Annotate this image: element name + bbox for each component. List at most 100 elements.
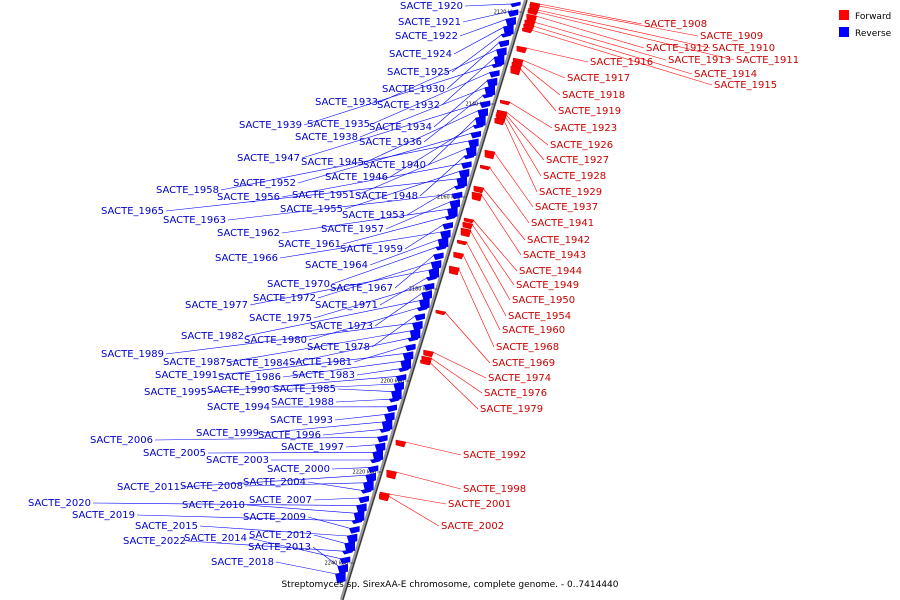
reverse-gene-feature[interactable] xyxy=(341,548,353,555)
reverse-gene-feature[interactable] xyxy=(435,244,446,251)
reverse-gene-label[interactable]: SACTE_1948 xyxy=(355,191,418,202)
reverse-gene-label[interactable]: SACTE_1988 xyxy=(271,397,334,408)
forward-gene-label[interactable]: SACTE_1949 xyxy=(516,280,579,291)
reverse-gene-feature[interactable] xyxy=(369,457,381,464)
reverse-gene-feature[interactable] xyxy=(358,495,369,504)
forward-gene-label[interactable]: SACTE_1969 xyxy=(492,358,555,369)
reverse-gene-feature[interactable] xyxy=(507,9,519,17)
forward-gene-feature[interactable] xyxy=(484,149,496,160)
reverse-gene-label[interactable]: SACTE_2014 xyxy=(184,533,247,544)
forward-gene-feature[interactable] xyxy=(379,493,390,502)
forward-gene-label[interactable]: SACTE_2001 xyxy=(448,499,511,510)
forward-gene-feature[interactable] xyxy=(500,99,511,106)
reverse-gene-label[interactable]: SACTE_1938 xyxy=(295,132,358,143)
forward-gene-feature[interactable] xyxy=(423,349,434,358)
reverse-gene-feature[interactable] xyxy=(349,526,360,534)
reverse-gene-label[interactable]: SACTE_1964 xyxy=(305,260,368,271)
reverse-gene-feature[interactable] xyxy=(496,47,507,57)
forward-gene-label[interactable]: SACTE_1913 xyxy=(668,55,731,66)
forward-gene-label[interactable]: SACTE_1937 xyxy=(535,202,598,213)
reverse-gene-feature[interactable] xyxy=(461,161,472,169)
reverse-gene-label[interactable]: SACTE_2019 xyxy=(72,510,135,521)
reverse-gene-label[interactable]: SACTE_1962 xyxy=(217,228,280,239)
reverse-gene-feature[interactable] xyxy=(444,214,456,221)
reverse-gene-label[interactable]: SACTE_1961 xyxy=(278,239,341,250)
reverse-gene-feature[interactable] xyxy=(463,153,474,160)
reverse-gene-label[interactable]: SACTE_2003 xyxy=(206,455,269,466)
reverse-gene-label[interactable]: SACTE_1984 xyxy=(226,358,289,369)
reverse-gene-label[interactable]: SACTE_1936 xyxy=(359,137,422,148)
forward-gene-feature[interactable] xyxy=(516,45,528,54)
reverse-gene-label[interactable]: SACTE_1980 xyxy=(244,335,307,346)
reverse-gene-label[interactable]: SACTE_2000 xyxy=(267,464,330,475)
reverse-gene-feature[interactable] xyxy=(505,16,516,27)
reverse-gene-label[interactable]: SACTE_1956 xyxy=(217,192,280,203)
reverse-gene-feature[interactable] xyxy=(360,488,372,494)
reverse-gene-feature[interactable] xyxy=(425,275,437,281)
reverse-gene-feature[interactable] xyxy=(356,503,367,513)
reverse-gene-feature[interactable] xyxy=(351,518,362,525)
forward-gene-label[interactable]: SACTE_1917 xyxy=(567,73,630,84)
reverse-gene-feature[interactable] xyxy=(386,404,397,413)
forward-gene-label[interactable]: SACTE_1910 xyxy=(712,43,775,54)
reverse-gene-feature[interactable] xyxy=(479,100,491,109)
reverse-gene-feature[interactable] xyxy=(335,571,346,584)
forward-gene-feature[interactable] xyxy=(473,185,485,194)
forward-gene-label[interactable]: SACTE_1915 xyxy=(714,80,777,91)
reverse-gene-label[interactable]: SACTE_1983 xyxy=(292,370,355,381)
reverse-gene-feature[interactable] xyxy=(377,434,388,443)
forward-gene-feature[interactable] xyxy=(527,9,539,16)
reverse-gene-label[interactable]: SACTE_1921 xyxy=(398,17,461,28)
forward-gene-feature[interactable] xyxy=(435,309,447,316)
reverse-gene-label[interactable]: SACTE_1939 xyxy=(239,120,302,131)
forward-gene-feature[interactable] xyxy=(462,221,474,230)
reverse-gene-label[interactable]: SACTE_1986 xyxy=(218,372,281,383)
reverse-gene-label[interactable]: SACTE_1987 xyxy=(163,357,226,368)
reverse-gene-label[interactable]: SACTE_2009 xyxy=(243,512,306,523)
reverse-gene-feature[interactable] xyxy=(412,320,423,331)
reverse-gene-feature[interactable] xyxy=(509,1,521,8)
reverse-gene-label[interactable]: SACTE_1946 xyxy=(325,172,388,183)
reverse-gene-feature[interactable] xyxy=(374,442,386,453)
forward-gene-label[interactable]: SACTE_2002 xyxy=(441,521,504,532)
reverse-gene-feature[interactable] xyxy=(430,260,442,270)
forward-gene-feature[interactable] xyxy=(510,65,522,76)
forward-gene-feature[interactable] xyxy=(457,239,468,246)
forward-gene-label[interactable]: SACTE_1968 xyxy=(496,342,559,353)
reverse-gene-label[interactable]: SACTE_1989 xyxy=(101,349,164,360)
forward-gene-label[interactable]: SACTE_1908 xyxy=(644,19,707,30)
reverse-gene-label[interactable]: SACTE_2020 xyxy=(28,498,91,509)
reverse-gene-label[interactable]: SACTE_1975 xyxy=(249,313,312,324)
reverse-gene-label[interactable]: SACTE_1924 xyxy=(389,49,452,60)
forward-gene-label[interactable]: SACTE_1929 xyxy=(539,187,602,198)
reverse-gene-feature[interactable] xyxy=(458,168,470,179)
forward-gene-label[interactable]: SACTE_1974 xyxy=(488,373,551,384)
reverse-gene-label[interactable]: SACTE_1997 xyxy=(281,442,344,453)
reverse-gene-label[interactable]: SACTE_1973 xyxy=(310,321,373,332)
reverse-gene-feature[interactable] xyxy=(433,252,444,261)
reverse-gene-label[interactable]: SACTE_2018 xyxy=(211,557,274,568)
reverse-gene-label[interactable]: SACTE_1993 xyxy=(270,415,333,426)
reverse-gene-label[interactable]: SACTE_1996 xyxy=(258,430,321,441)
reverse-gene-feature[interactable] xyxy=(416,305,428,312)
forward-gene-label[interactable]: SACTE_1911 xyxy=(736,55,799,66)
reverse-gene-feature[interactable] xyxy=(440,229,451,240)
reverse-gene-label[interactable]: SACTE_1966 xyxy=(215,253,278,264)
reverse-gene-feature[interactable] xyxy=(339,556,351,565)
reverse-gene-feature[interactable] xyxy=(486,77,498,88)
reverse-gene-feature[interactable] xyxy=(379,427,390,433)
forward-gene-label[interactable]: SACTE_1928 xyxy=(543,171,606,182)
reverse-gene-feature[interactable] xyxy=(449,199,460,209)
reverse-gene-label[interactable]: SACTE_1995 xyxy=(144,387,207,398)
forward-gene-feature[interactable] xyxy=(471,191,483,202)
forward-gene-feature[interactable] xyxy=(494,117,506,126)
reverse-gene-feature[interactable] xyxy=(453,184,465,190)
reverse-gene-label[interactable]: SACTE_2006 xyxy=(90,435,153,446)
forward-gene-label[interactable]: SACTE_1954 xyxy=(508,311,571,322)
reverse-gene-feature[interactable] xyxy=(468,138,479,149)
forward-gene-feature[interactable] xyxy=(420,359,431,366)
reverse-gene-label[interactable]: SACTE_1925 xyxy=(387,67,450,78)
forward-gene-label[interactable]: SACTE_1926 xyxy=(550,140,613,151)
reverse-gene-label[interactable]: SACTE_2005 xyxy=(143,448,206,459)
forward-gene-label[interactable]: SACTE_1909 xyxy=(700,31,763,42)
